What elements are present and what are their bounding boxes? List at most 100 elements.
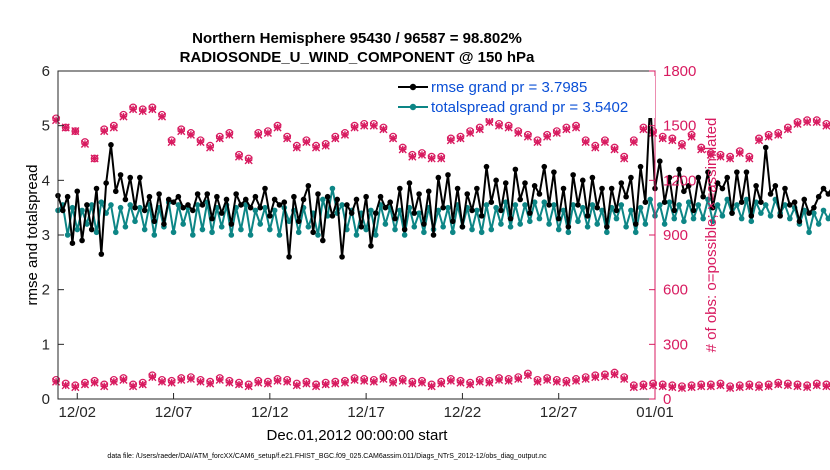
y-tick-label: 4 [42,172,50,189]
totalspread-point [647,196,653,203]
obs-assimilated-marker [485,378,494,387]
obs-assimilated-marker [100,382,109,391]
obs-assimilated-marker [321,380,330,389]
obs-assimilated-marker [822,382,830,391]
obs-assimilated-marker [273,376,282,385]
obs-assimilated-marker [783,125,792,134]
rmse-point [295,218,302,225]
rmse-point [397,185,403,192]
obs-assimilated-marker [167,378,176,387]
obs-assimilated-marker [697,382,706,391]
rmse-point [743,169,750,175]
totalspread-point [628,207,634,214]
totalspread-point [170,229,177,236]
totalspread-point [748,218,755,225]
rmse-point [551,169,557,175]
totalspread-point [709,218,716,225]
obs-assimilated-marker [812,381,821,390]
totalspread-point [363,226,369,233]
totalspread-point [469,226,475,233]
totalspread-point [512,202,519,208]
totalspread-point [401,232,408,238]
totalspread-point [762,202,769,208]
totalspread-point [257,221,264,227]
totalspread-point [676,202,682,208]
totalspread-point [594,221,601,227]
totalspread-point [199,226,206,233]
obs-assimilated-marker [206,379,215,388]
rmse-point [681,188,687,195]
rmse-point [555,215,562,222]
rmse-point [772,183,779,189]
obs-assimilated-marker [552,377,561,386]
totalspread-point [719,213,726,219]
totalspread-point [560,207,567,214]
totalspread-point [262,204,268,211]
totalspread-point [657,202,663,208]
rmse-point [594,204,601,211]
rmse-point [223,196,230,203]
rmse-point [488,199,495,205]
y-tick-label: 0 [42,391,50,408]
obs-assimilated-marker [408,152,417,161]
rmse-point [430,232,437,238]
rmse-point [777,213,783,219]
totalspread-point [194,202,201,208]
obs-assimilated-marker [466,128,475,138]
totalspread-point [320,196,326,203]
rmse-point [204,191,211,197]
obs-assimilated-marker [552,128,561,138]
obs-assimilated-marker [177,375,186,384]
totalspread-point [589,202,596,208]
totalspread-point [478,229,485,236]
x-tick-label: 12/02 [58,404,96,421]
obs-assimilated-marker [639,125,648,134]
obs-assimilated-marker [668,136,677,145]
y-tick-label: 1 [42,336,50,353]
totalspread-point [132,218,138,225]
totalspread-point [440,224,446,230]
obs-assimilated-marker [360,376,369,385]
rmse-point [546,202,552,208]
x-tick-label: 01/01 [636,404,674,421]
rmse-point [334,196,341,203]
obs-assimilated-marker [514,128,523,138]
obs-assimilated-marker [90,154,99,163]
rmse-point [801,196,808,203]
rmse-point [791,199,798,205]
obs-assimilated-marker [234,380,244,389]
totalspread-point [74,226,81,233]
obs-assimilated-marker [340,378,350,387]
rmse-point [209,215,215,222]
obs-assimilated-marker [504,123,513,132]
obs-assimilated-marker [668,383,677,392]
obs-assimilated-marker [157,112,167,121]
rmse-point [676,166,682,173]
rmse-point [363,193,369,200]
x-axis-label: Dec.01,2012 00:00:00 start [267,427,449,444]
rmse-point [449,218,456,225]
obs-assimilated-marker [225,130,234,139]
totalspread-point [247,232,254,238]
totalspread-point [368,207,374,214]
rmse-point [512,166,519,173]
obs-assimilated-marker [764,132,773,141]
obs-assimilated-marker [311,382,321,391]
obs-assimilated-marker [398,376,407,385]
obs-assimilated-marker [119,375,128,384]
obs-assimilated-marker [754,136,764,145]
rmse-point [165,196,172,203]
rmse-point [599,185,605,192]
obs-assimilated-marker [369,377,378,386]
rmse-point [358,224,365,230]
y-tick-label: 6 [42,63,50,80]
obs-assimilated-marker [610,370,619,379]
obs-assimilated-marker [196,377,205,386]
totalspread-point [541,199,548,205]
rmse-point [806,210,812,216]
obs-assimilated-marker [543,132,552,141]
rmse-point [276,202,283,208]
obs-assimilated-marker [71,383,80,392]
y-right-tick-label: 600 [663,282,688,299]
x-tick-label: 12/22 [444,404,482,421]
